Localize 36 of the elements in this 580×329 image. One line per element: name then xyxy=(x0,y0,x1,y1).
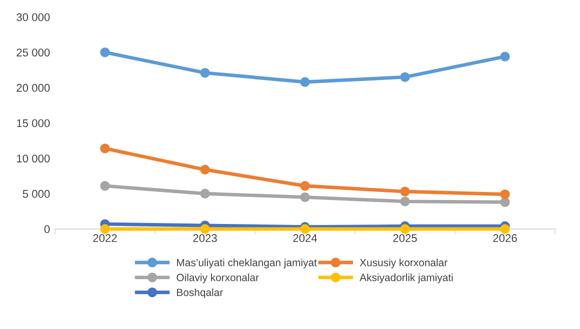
point xyxy=(400,224,410,234)
x-tick-label: 2026 xyxy=(493,234,517,242)
point xyxy=(400,186,410,196)
x-tick-label: 2022 xyxy=(93,234,117,242)
point xyxy=(100,47,110,58)
point xyxy=(500,190,510,200)
y-tick-label: 5 000 xyxy=(22,190,50,198)
point xyxy=(500,224,510,234)
point xyxy=(300,192,310,202)
point xyxy=(200,68,210,78)
y-tick-label: 10 000 xyxy=(17,154,50,162)
point xyxy=(100,144,110,154)
point xyxy=(500,52,510,62)
y-tick-label: 0 xyxy=(44,225,50,234)
y-tick-label: 25 000 xyxy=(16,48,50,56)
point xyxy=(400,72,410,82)
x-tick-label: 2025 xyxy=(393,234,417,242)
point xyxy=(200,164,210,174)
legend-label: Oilaviy korxonalar xyxy=(176,274,259,284)
x-tick-label: 2024 xyxy=(293,234,318,242)
point xyxy=(400,196,410,206)
y-tick-label: 30 000 xyxy=(16,13,50,22)
point xyxy=(200,224,210,234)
point xyxy=(100,224,110,234)
point xyxy=(500,197,510,208)
legend-label: Boshqalar xyxy=(177,288,223,298)
legend-label: Xususiy korxonalar xyxy=(360,258,448,268)
point xyxy=(300,77,310,87)
legend-label: Mas’uliyati cheklangan jamiyat xyxy=(177,258,317,268)
point xyxy=(300,181,310,191)
point xyxy=(200,188,210,199)
legend-label: Aksiyadorlik jamiyati xyxy=(360,274,453,284)
point xyxy=(100,181,110,191)
y-tick-label: 20 000 xyxy=(16,84,50,92)
x-tick-label: 2023 xyxy=(193,234,217,242)
y-tick-label: 15 000 xyxy=(17,119,50,128)
